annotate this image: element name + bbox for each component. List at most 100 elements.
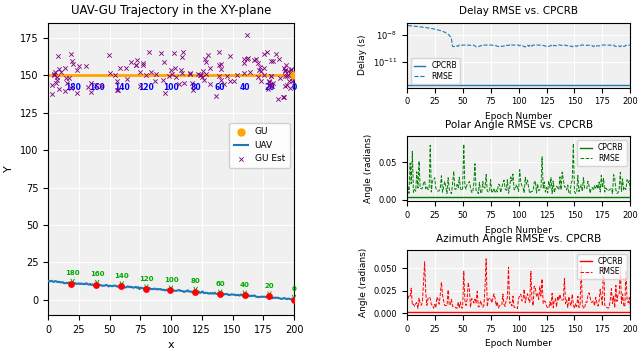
CPCRB xyxy=(445,82,453,87)
Text: 60: 60 xyxy=(216,281,225,293)
GU Est xyxy=(115,65,125,71)
CPCRB xyxy=(404,82,412,87)
GU Est xyxy=(179,80,189,86)
GU Est xyxy=(53,53,63,59)
RMSE xyxy=(616,45,624,49)
GU Est xyxy=(274,56,284,62)
CPCRB xyxy=(627,195,634,199)
Y-axis label: Delay (s): Delay (s) xyxy=(358,35,367,76)
X-axis label: Epoch Number: Epoch Number xyxy=(485,112,552,121)
GU Est xyxy=(131,57,141,62)
UAV xyxy=(44,279,52,283)
GU Est xyxy=(56,69,66,74)
Point xyxy=(116,283,126,289)
GU Est xyxy=(72,67,82,73)
GU Est xyxy=(156,51,166,56)
CPCRB xyxy=(404,310,412,314)
GU Est xyxy=(203,52,213,58)
RMSE xyxy=(417,187,425,191)
GU Est xyxy=(280,73,290,79)
GU Est xyxy=(266,73,276,79)
GU Est xyxy=(49,72,59,77)
GU Est xyxy=(104,70,115,76)
Text: 120: 120 xyxy=(138,82,154,92)
GU Est xyxy=(122,77,132,82)
GU Est xyxy=(83,84,93,90)
CPCRB xyxy=(463,82,471,87)
GU Est xyxy=(146,69,156,74)
X-axis label: Epoch Number: Epoch Number xyxy=(485,339,552,348)
CPCRB xyxy=(607,310,615,314)
GU Est xyxy=(135,69,145,75)
RMSE xyxy=(404,23,412,27)
Text: 80: 80 xyxy=(191,278,200,291)
CPCRB xyxy=(417,82,425,87)
Text: 160: 160 xyxy=(90,82,105,92)
GU Est xyxy=(138,62,148,68)
Line: RMSE: RMSE xyxy=(408,255,630,308)
GU Est xyxy=(166,67,177,72)
GU Est xyxy=(173,81,184,87)
GU Est xyxy=(157,77,168,83)
Point xyxy=(289,297,299,302)
GU Est xyxy=(197,74,207,79)
GU Est xyxy=(256,68,266,73)
UAV xyxy=(91,283,99,287)
GU Est xyxy=(216,62,226,67)
CPCRB xyxy=(616,310,623,314)
CPCRB xyxy=(627,310,634,314)
UAV xyxy=(60,281,68,285)
RMSE xyxy=(413,24,420,29)
GU Est xyxy=(285,66,296,71)
GU Est xyxy=(109,72,120,78)
GU Est xyxy=(151,71,161,77)
GU Est xyxy=(66,52,76,57)
GU Est xyxy=(135,84,145,89)
GU Est xyxy=(81,63,92,69)
GU Est xyxy=(201,72,211,77)
RMSE xyxy=(610,294,618,298)
X-axis label: x: x xyxy=(168,340,174,348)
Point xyxy=(264,293,275,299)
CPCRB xyxy=(616,82,623,87)
GU Est xyxy=(282,82,292,88)
CPCRB xyxy=(417,195,425,199)
GU Est xyxy=(219,81,229,86)
GU Est xyxy=(188,87,198,93)
GU Est xyxy=(214,73,225,78)
GU Est xyxy=(126,59,136,64)
RMSE xyxy=(600,253,607,257)
GU Est xyxy=(229,78,239,84)
Legend: GU, UAV, GU Est: GU, UAV, GU Est xyxy=(230,123,289,168)
UAV xyxy=(48,279,56,283)
Text: 140: 140 xyxy=(114,82,130,92)
Y-axis label: Angle (radians): Angle (radians) xyxy=(359,248,368,317)
GU Est xyxy=(141,72,151,78)
Line: UAV: UAV xyxy=(48,281,294,300)
GU Est xyxy=(280,83,290,89)
RMSE xyxy=(618,301,625,306)
GU Est xyxy=(86,89,96,95)
GU Est xyxy=(279,94,289,100)
UAV xyxy=(290,298,298,302)
GU Est xyxy=(259,73,269,78)
GU Est xyxy=(52,78,62,83)
RMSE xyxy=(417,25,425,29)
GU Est xyxy=(60,65,70,71)
GU Est xyxy=(289,78,299,83)
GU Est xyxy=(242,56,252,62)
GU Est xyxy=(112,87,122,92)
GU Est xyxy=(199,77,209,82)
GU Est xyxy=(239,70,249,76)
RMSE xyxy=(404,184,412,189)
GU Est xyxy=(211,94,221,99)
GU Est xyxy=(62,80,72,86)
GU Est xyxy=(54,66,64,71)
GU Est xyxy=(74,63,84,69)
GU Est xyxy=(138,60,148,65)
Legend: CPCRB, RMSE: CPCRB, RMSE xyxy=(577,140,627,166)
GU Est xyxy=(205,81,216,87)
Text: 20: 20 xyxy=(264,283,274,295)
CPCRB xyxy=(607,82,615,87)
Point xyxy=(141,286,151,292)
